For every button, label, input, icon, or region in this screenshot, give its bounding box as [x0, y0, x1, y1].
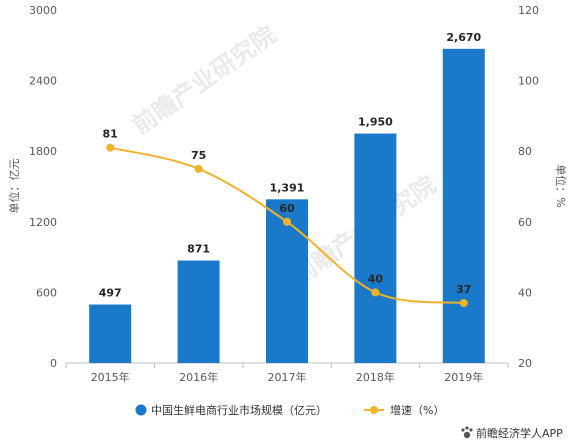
left-tick-label: 1800	[29, 145, 57, 158]
line-point	[194, 164, 203, 173]
x-tick-label: 2017年	[268, 370, 307, 384]
bar-value-label: 871	[187, 243, 210, 256]
line-data-labels: 81 75 60 40 37	[103, 128, 472, 296]
right-tick-label: 120	[518, 4, 539, 17]
left-axis-title: 单位：亿元	[7, 159, 21, 214]
line-series	[106, 143, 468, 307]
legend-bar-swatch	[135, 404, 147, 416]
bar	[266, 199, 308, 363]
line-point	[106, 143, 115, 152]
x-tick-label: 2019年	[444, 370, 483, 384]
legend-line-label: 增速（%）	[390, 403, 444, 417]
right-axis-title: 单位：%	[554, 164, 568, 207]
legend-bar-label: 中国生鲜电商行业市场规模（亿元）	[151, 403, 327, 417]
line-point	[371, 288, 380, 297]
left-tick-label: 3000	[29, 4, 57, 17]
bar	[442, 48, 485, 364]
credit: 前瞻经济学人APP	[461, 426, 563, 440]
right-tick-label: 100	[518, 75, 539, 88]
line-value-label: 81	[103, 128, 118, 141]
line-point	[283, 217, 291, 226]
bar	[177, 260, 220, 363]
svg-text:前瞻产业研究院: 前瞻产业研究院	[127, 21, 281, 140]
bar-value-label: 1,391	[270, 181, 305, 194]
bar-value-label: 497	[99, 287, 122, 300]
bar-value-label: 1,950	[358, 116, 393, 129]
paw-icon	[461, 426, 473, 439]
legend-line-marker	[370, 406, 378, 414]
right-axis-ticks: 20 40 60 80 100 120	[518, 4, 539, 370]
bar	[89, 304, 132, 363]
credit-text: 前瞻经济学人APP	[476, 426, 563, 440]
line-value-label: 75	[191, 149, 206, 162]
right-tick-label: 60	[518, 216, 532, 229]
left-tick-label: 1200	[29, 216, 57, 229]
right-tick-label: 20	[518, 357, 532, 370]
line-value-label: 37	[456, 283, 471, 296]
line-value-label: 40	[368, 272, 384, 285]
x-tick-label: 2015年	[91, 370, 130, 384]
left-tick-label: 0	[50, 357, 57, 370]
right-tick-label: 80	[518, 145, 532, 158]
line-point	[459, 298, 468, 307]
x-axis-ticks: 2015年 2016年 2017年 2018年 2019年	[65, 363, 509, 384]
left-tick-label: 600	[36, 286, 57, 299]
line-value-label: 60	[279, 202, 295, 215]
bar	[354, 133, 397, 363]
bar-series	[89, 48, 485, 364]
bar-value-label: 2,670	[446, 31, 481, 44]
legend: 中国生鲜电商行业市场规模（亿元） 增速（%）	[135, 403, 444, 417]
watermark-1: 前瞻产业研究院	[127, 21, 281, 140]
x-tick-label: 2018年	[356, 370, 395, 384]
left-tick-label: 2400	[29, 75, 57, 88]
bar-data-labels: 497 871 1,391 1,950 2,670	[99, 31, 482, 300]
x-tick-label: 2016年	[179, 370, 218, 384]
left-axis-ticks: 0 600 1200 1800 2400 3000	[29, 4, 57, 370]
right-tick-label: 40	[518, 286, 532, 299]
